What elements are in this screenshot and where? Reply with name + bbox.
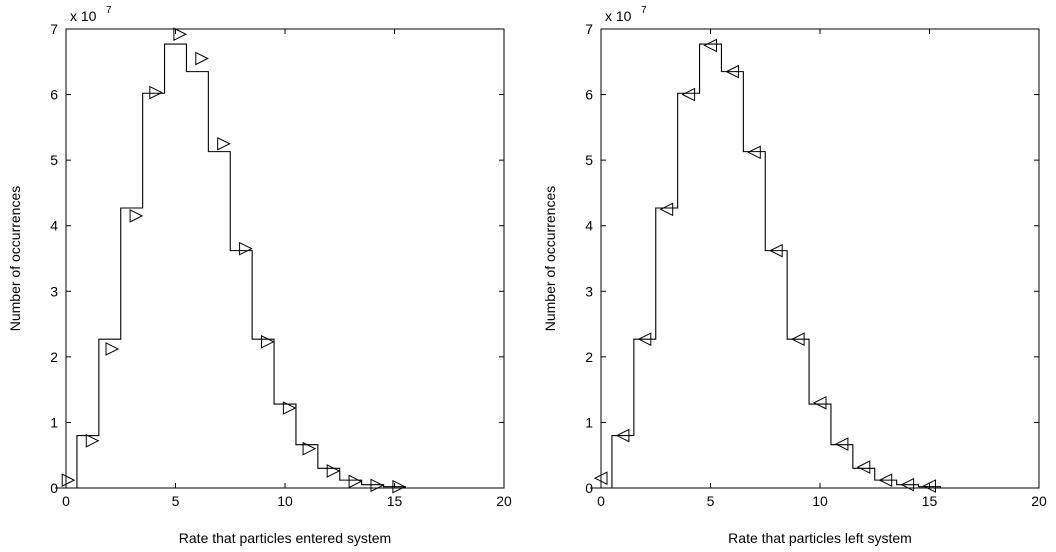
triangle-right-marker: [392, 479, 406, 494]
triangle-left-marker: [900, 477, 915, 492]
triangle-right-marker: [105, 342, 120, 356]
triangle-left-marker: [593, 471, 608, 485]
triangle-right-marker: [129, 209, 144, 223]
y-tick-label: 3: [50, 283, 58, 299]
triangle-right-marker: [326, 464, 341, 478]
triangle-left-marker: [878, 473, 893, 487]
triangle-right-marker: [239, 241, 253, 256]
triangle-right-marker: [348, 474, 363, 489]
triangle-right-marker: [195, 51, 209, 66]
triangle-left-marker: [615, 428, 630, 443]
plot-area-frame: [65, 28, 505, 489]
plot-area-frame: [600, 28, 1040, 489]
x-tick-label: 5: [172, 493, 180, 509]
x-tick-label: 0: [597, 493, 605, 509]
y-tick-label: 2: [585, 349, 593, 365]
triangle-right-marker: [217, 136, 231, 151]
triangle-left-marker: [659, 202, 674, 217]
x-tick-label: 0: [62, 493, 70, 509]
x-tick-label: 5: [707, 493, 715, 509]
triangle-right-marker: [149, 85, 163, 100]
y-tick-label: 0: [585, 480, 593, 496]
triangle-left-marker: [637, 332, 652, 346]
chart-panel-2: 0 5 10 15 20 0 1 2 3 4 5 6 7 x 10 7 Rate that particles…: [542, 5, 1047, 546]
triangle-right-marker: [302, 441, 317, 456]
y-tick-label: 1: [50, 414, 58, 430]
x-tick-label: 20: [1031, 493, 1047, 509]
triangle-left-marker: [747, 145, 761, 160]
triangle-left-marker: [812, 395, 827, 410]
y-tick-label: 2: [50, 349, 58, 365]
x-tick-label: 10: [812, 493, 828, 509]
x-axis-title: Rate that particles left system: [728, 530, 912, 546]
triangle-right-marker: [173, 27, 187, 42]
triangle-right-marker: [370, 478, 385, 493]
y-tick-label: 6: [50, 87, 58, 103]
y-tick-label: 0: [50, 480, 58, 496]
y-tick-label: 7: [585, 21, 593, 37]
triangle-right-marker: [61, 473, 76, 487]
y-tick-label: 1: [585, 414, 593, 430]
triangle-right-marker: [282, 401, 297, 415]
x-tick-label: 15: [922, 493, 938, 509]
y-tick-label: 5: [585, 152, 593, 168]
y-exponent-label: x 10: [70, 8, 97, 24]
triangle-left-marker: [681, 87, 696, 102]
y-axis-title: Number of occurrences: [7, 186, 23, 332]
triangle-left-marker: [856, 460, 871, 474]
y-tick-label: 4: [585, 218, 593, 234]
stairs-series-line: [590, 43, 941, 489]
x-axis-title: Rate that particles entered system: [179, 530, 391, 546]
triangle-left-marker: [703, 38, 717, 53]
triangle-left-marker: [790, 332, 805, 346]
y-exponent-power: 7: [106, 5, 112, 16]
triangle-left-marker: [769, 243, 783, 258]
x-tick-label: 15: [387, 493, 403, 509]
y-axis-title: Number of occurrences: [542, 186, 558, 332]
y-tick-label: 6: [585, 87, 593, 103]
triangle-left-marker: [922, 479, 936, 493]
triangle-right-marker: [260, 334, 275, 349]
y-tick-label: 7: [50, 21, 58, 37]
y-exponent-label: x 10: [605, 8, 632, 24]
chart-panel-1: 0 5 10 15 20 0 1 2 3 4 5 6 7 x 10 7 Rate that particles…: [7, 5, 512, 546]
x-tick-label: 20: [496, 493, 512, 509]
x-tick-label: 10: [277, 493, 293, 509]
triangle-left-marker: [725, 64, 739, 79]
y-tick-label: 4: [50, 218, 58, 234]
y-exponent-power: 7: [641, 5, 647, 16]
triangle-left-marker: [834, 437, 849, 451]
y-tick-label: 5: [50, 152, 58, 168]
y-tick-label: 3: [585, 283, 593, 299]
triangle-right-marker: [85, 433, 100, 448]
stairs-series-line: [55, 43, 406, 489]
